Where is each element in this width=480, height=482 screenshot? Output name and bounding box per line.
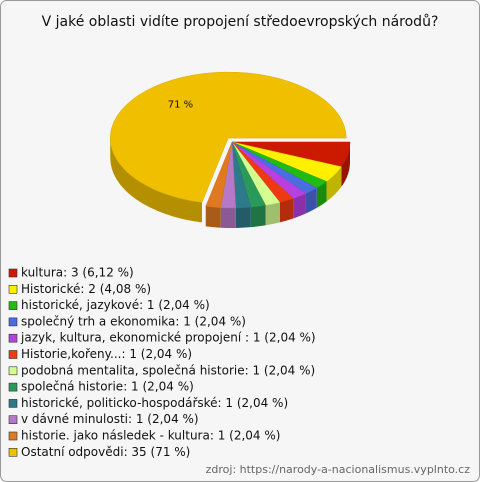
slice-side <box>326 166 342 202</box>
legend-label: historické, jazykové: 1 (2,04 %) <box>21 298 210 312</box>
legend-label: jazyk, kultura, ekonomické propojení : 1… <box>20 331 316 345</box>
slice-side <box>265 202 280 226</box>
value-label: 71 % <box>168 100 193 111</box>
legend-label: společný trh a ekonomika: 1 (2,04 %) <box>21 314 246 328</box>
legend-label: historie. jako následek - kultura: 1 (2,… <box>21 429 280 443</box>
legend-label: společná historie: 1 (2,04 %) <box>21 380 194 394</box>
slice-side <box>235 207 251 228</box>
slice-side <box>250 205 266 228</box>
legend-swatch <box>8 350 18 359</box>
legend-swatch <box>8 317 18 327</box>
legend-swatch <box>8 447 18 457</box>
legend-label: podobná mentalita, společná historie: 1 … <box>21 363 315 377</box>
legend-swatch <box>8 431 18 441</box>
source: zdroj: https://narody-a-nacionalismus.vy… <box>206 463 471 476</box>
legend-label: Historie,kořeny...: 1 (2,04 %) <box>21 347 192 361</box>
legend: kultura: 3 (6,12 %) Historické: 2 (4,08 %… <box>8 266 316 459</box>
legend-label: historické, politicko-hospodářské: 1 (2,… <box>21 396 288 410</box>
legend-swatch <box>8 415 18 425</box>
slice <box>205 141 233 208</box>
legend-swatch <box>8 399 18 408</box>
chart-title: V jaké oblasti vidíte propojení středoev… <box>42 14 439 30</box>
slice-side <box>293 193 306 219</box>
legend-swatch <box>8 382 18 392</box>
slice <box>110 71 347 203</box>
legend-swatch <box>8 301 18 310</box>
pie: 71 % <box>110 71 351 229</box>
legend-swatch <box>8 268 18 278</box>
slice-side <box>316 181 327 208</box>
legend-label: v dávné minulosti: 1 (2,04 %) <box>21 412 199 426</box>
legend-label: kultura: 3 (6,12 %) <box>21 266 134 280</box>
slice-side <box>279 198 294 223</box>
legend-label: Historické: 2 (4,08 %) <box>21 282 151 296</box>
slice-side <box>110 138 203 223</box>
legend-swatch <box>8 333 18 343</box>
legend-label: Ostatní odpovědi: 35 (71 %) <box>21 445 190 459</box>
slice-side <box>220 207 236 229</box>
slice-side <box>205 206 221 228</box>
legend-swatch <box>8 366 18 376</box>
legend-swatch <box>8 284 18 294</box>
slice-side <box>341 142 350 187</box>
slice-side <box>305 187 317 214</box>
